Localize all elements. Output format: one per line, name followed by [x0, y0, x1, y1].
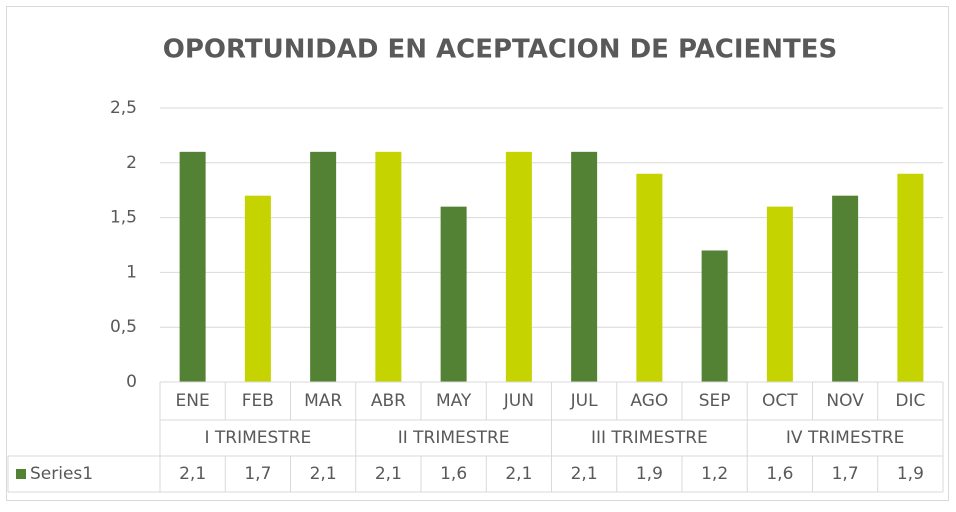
x-tick-label: JUN	[503, 391, 534, 411]
y-tick-label: 0	[126, 372, 137, 392]
x-tick-label: ENE	[176, 391, 210, 411]
bar	[505, 151, 532, 382]
legend-swatch	[16, 469, 26, 479]
x-tick-label: DIC	[895, 391, 925, 411]
table-value: 1,2	[701, 464, 728, 484]
bar	[832, 195, 859, 382]
table-value: 1,6	[440, 464, 467, 484]
x-tick-label: ABR	[371, 391, 406, 411]
bar	[375, 151, 402, 382]
table-value: 2,1	[505, 464, 532, 484]
x-tick-label: MAY	[436, 391, 472, 411]
table-value: 1,9	[636, 464, 663, 484]
x-tick-label: FEB	[242, 391, 274, 411]
x-tick-label: MAR	[304, 391, 342, 411]
bar	[571, 151, 598, 382]
table-value: 1,7	[244, 464, 271, 484]
group-label: III TRIMESTRE	[591, 428, 708, 448]
y-tick-label: 1,5	[110, 208, 137, 228]
chart-title: OPORTUNIDAD EN ACEPTACION DE PACIENTES	[163, 35, 838, 65]
group-label: II TRIMESTRE	[398, 428, 510, 448]
bar	[310, 151, 337, 382]
bar	[179, 151, 206, 382]
bar	[440, 206, 467, 382]
chart-border	[6, 6, 949, 501]
group-label: I TRIMESTRE	[204, 428, 311, 448]
table-value: 2,1	[179, 464, 206, 484]
table-value: 1,9	[897, 464, 924, 484]
bar	[897, 173, 924, 382]
y-tick-label: 0,5	[110, 317, 137, 337]
bar	[636, 173, 663, 382]
y-tick-label: 2,5	[110, 98, 137, 118]
x-tick-label: SEP	[699, 391, 731, 411]
x-tick-label: AGO	[630, 391, 668, 411]
table-value: 2,1	[310, 464, 337, 484]
x-tick-label: OCT	[762, 391, 798, 411]
y-tick-label: 1	[126, 262, 137, 282]
bar	[701, 250, 728, 382]
table-value: 2,1	[375, 464, 402, 484]
table-value: 1,6	[766, 464, 793, 484]
group-label: IV TRIMESTRE	[786, 428, 904, 448]
x-tick-label: NOV	[826, 391, 864, 411]
x-tick-label: JUL	[570, 391, 598, 411]
table-value: 2,1	[571, 464, 598, 484]
table-value: 1,7	[832, 464, 859, 484]
bar	[766, 206, 793, 382]
legend-label: Series1	[30, 464, 93, 484]
y-tick-label: 2	[126, 153, 137, 173]
bar	[244, 195, 271, 382]
